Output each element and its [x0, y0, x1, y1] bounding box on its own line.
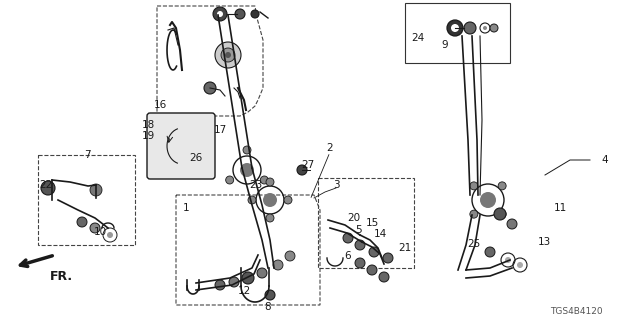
Text: 26: 26: [189, 153, 203, 163]
Circle shape: [248, 196, 256, 204]
Circle shape: [240, 163, 254, 177]
Circle shape: [367, 265, 377, 275]
Circle shape: [483, 26, 487, 30]
Text: 5: 5: [355, 225, 362, 235]
Text: 18: 18: [141, 120, 155, 130]
Circle shape: [494, 208, 506, 220]
Circle shape: [505, 257, 511, 263]
Text: 2: 2: [326, 143, 333, 153]
Circle shape: [251, 10, 259, 18]
Circle shape: [265, 290, 275, 300]
Circle shape: [498, 182, 506, 190]
Text: 1: 1: [182, 203, 189, 213]
Circle shape: [470, 210, 478, 218]
Text: 4: 4: [602, 155, 608, 165]
Text: 24: 24: [412, 33, 424, 43]
Circle shape: [235, 9, 245, 19]
Text: 25: 25: [467, 239, 481, 249]
Text: TGS4B4120: TGS4B4120: [550, 307, 602, 316]
Text: 17: 17: [213, 125, 227, 135]
Circle shape: [369, 247, 379, 257]
Circle shape: [485, 247, 495, 257]
Circle shape: [266, 214, 274, 222]
Circle shape: [226, 176, 234, 184]
Text: 3: 3: [333, 180, 339, 190]
Text: 13: 13: [538, 237, 550, 247]
Circle shape: [257, 268, 267, 278]
Circle shape: [215, 42, 241, 68]
Text: 20: 20: [348, 213, 360, 223]
Text: 12: 12: [237, 286, 251, 296]
Circle shape: [383, 253, 393, 263]
Circle shape: [229, 277, 239, 287]
Circle shape: [451, 24, 459, 32]
Circle shape: [217, 11, 223, 17]
Circle shape: [470, 182, 478, 190]
Text: 19: 19: [141, 131, 155, 141]
Circle shape: [285, 251, 295, 261]
Text: 23: 23: [250, 180, 262, 190]
Circle shape: [447, 20, 463, 36]
Circle shape: [507, 219, 517, 229]
Circle shape: [517, 262, 523, 268]
Circle shape: [77, 217, 87, 227]
Text: 21: 21: [398, 243, 412, 253]
Text: 22: 22: [40, 180, 52, 190]
Circle shape: [284, 196, 292, 204]
Bar: [38, 155, 135, 245]
FancyBboxPatch shape: [147, 113, 215, 179]
Circle shape: [242, 272, 254, 284]
Text: 7: 7: [84, 150, 90, 160]
Text: 9: 9: [442, 40, 448, 50]
Circle shape: [41, 181, 55, 195]
Circle shape: [266, 178, 274, 186]
Text: 11: 11: [554, 203, 566, 213]
Text: 10: 10: [93, 227, 107, 237]
Text: 8: 8: [265, 302, 271, 312]
Circle shape: [343, 233, 353, 243]
Bar: [318, 178, 414, 268]
Circle shape: [107, 232, 113, 238]
Circle shape: [273, 260, 283, 270]
Circle shape: [379, 272, 389, 282]
Circle shape: [221, 48, 235, 62]
Circle shape: [355, 240, 365, 250]
Circle shape: [90, 184, 102, 196]
Circle shape: [90, 223, 100, 233]
Circle shape: [215, 280, 225, 290]
Circle shape: [464, 22, 476, 34]
Circle shape: [297, 165, 307, 175]
Bar: [405, 3, 510, 63]
Text: FR.: FR.: [50, 270, 73, 283]
Text: 16: 16: [154, 100, 166, 110]
Circle shape: [243, 146, 251, 154]
Circle shape: [263, 193, 277, 207]
Circle shape: [490, 24, 498, 32]
Circle shape: [213, 7, 227, 21]
Circle shape: [260, 176, 268, 184]
Circle shape: [480, 192, 496, 208]
Circle shape: [355, 258, 365, 268]
Text: 6: 6: [345, 251, 351, 261]
Text: 15: 15: [365, 218, 379, 228]
Text: 14: 14: [373, 229, 387, 239]
Text: 27: 27: [301, 160, 315, 170]
Circle shape: [204, 82, 216, 94]
Circle shape: [498, 210, 506, 218]
Circle shape: [225, 52, 231, 58]
